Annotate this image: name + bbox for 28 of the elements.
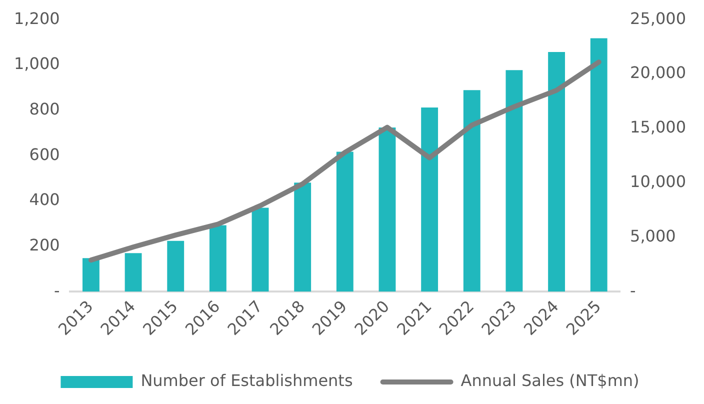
bar xyxy=(378,128,396,292)
y-tick-label: 200 xyxy=(29,235,60,254)
bar xyxy=(252,208,269,292)
bar xyxy=(463,90,480,292)
legend-label: Annual Sales (NT$mn) xyxy=(460,371,640,390)
bar xyxy=(124,253,142,292)
y-tick-label: 1,000 xyxy=(14,54,60,74)
bar xyxy=(336,152,354,292)
y-tick-label: 400 xyxy=(29,190,60,210)
legend-label: Number of Establishments xyxy=(140,371,353,390)
bar xyxy=(421,108,438,292)
bar xyxy=(82,258,100,292)
y-tick-label: 800 xyxy=(29,99,60,118)
y2-tick-label: 25,000 xyxy=(630,8,686,28)
y-tick-label: 600 xyxy=(29,144,60,164)
y-tick-label: 1,200 xyxy=(14,8,60,28)
bar xyxy=(209,225,226,292)
y2-tick-label: 10,000 xyxy=(630,172,686,191)
y2-tick-label: - xyxy=(630,280,636,300)
bar xyxy=(548,52,565,292)
bar xyxy=(590,38,608,292)
y2-tick-label: 15,000 xyxy=(630,118,686,137)
y2-tick-label: 20,000 xyxy=(630,63,686,82)
bar xyxy=(167,240,184,292)
y-tick-label: - xyxy=(54,280,60,300)
y2-tick-label: 5,000 xyxy=(630,226,676,246)
bar xyxy=(294,182,312,292)
bar xyxy=(506,70,523,292)
